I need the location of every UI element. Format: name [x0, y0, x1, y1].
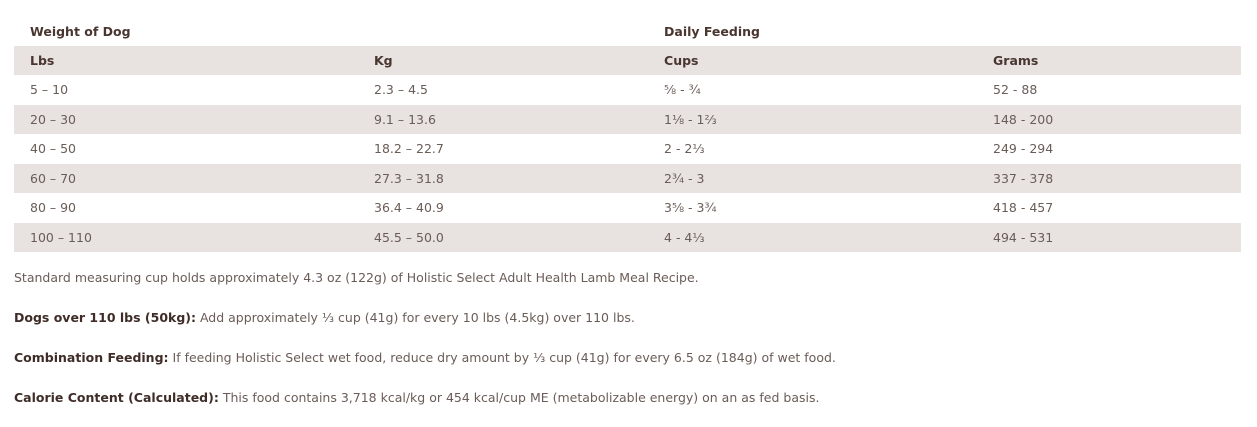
- cell-lbs: 60 – 70: [14, 163, 358, 193]
- cell-grams: 249 - 294: [993, 141, 1054, 157]
- cell-kg: 36.4 – 40.9: [374, 200, 444, 216]
- column-header-grams: Grams: [977, 46, 1242, 75]
- cell-kg: 18.2 – 22.7: [374, 141, 444, 157]
- cell-grams: 418 - 457: [993, 200, 1054, 216]
- group-header-row: Weight of Dog Daily Feeding: [14, 17, 1242, 46]
- standard-cup-note: Standard measuring cup holds approximate…: [14, 270, 699, 285]
- cell-grams: 337 - 378: [977, 163, 1242, 193]
- column-header-cups: Cups: [648, 46, 978, 75]
- table-row: 20 – 30 9.1 – 13.6 1⅛ - 1⅔ 148 - 200: [14, 104, 1242, 134]
- cell-cups: 1⅛ - 1⅔: [648, 104, 978, 134]
- cell-grams: 494 - 531: [977, 222, 1242, 252]
- cell-kg: 27.3 – 31.8: [358, 163, 649, 193]
- calorie-content-label: Calorie Content (Calculated):: [14, 390, 219, 405]
- cell-grams: 148 - 200: [977, 104, 1242, 134]
- combination-feeding-label: Combination Feeding:: [14, 350, 169, 365]
- combination-feeding-text: If feeding Holistic Select wet food, red…: [168, 350, 836, 365]
- cell-lbs: 80 – 90: [30, 200, 77, 216]
- cell-lbs: 20 – 30: [14, 104, 358, 134]
- column-header-row: Lbs Kg Cups Grams: [14, 46, 1242, 75]
- dogs-over-note: Dogs over 110 lbs (50kg): Add approximat…: [14, 307, 1244, 347]
- dogs-over-text: Add approximately ⅓ cup (41g) for every …: [195, 310, 635, 325]
- cell-kg: 45.5 – 50.0: [358, 222, 649, 252]
- column-header-lbs: Lbs: [14, 46, 358, 75]
- cell-kg: 2.3 – 4.5: [374, 82, 428, 98]
- cell-kg: 9.1 – 13.6: [358, 104, 649, 134]
- cell-lbs: 5 – 10: [30, 82, 69, 98]
- calorie-content-text: This food contains 3,718 kcal/kg or 454 …: [218, 390, 820, 405]
- cell-cups: ⅝ - ¾: [664, 82, 701, 98]
- dogs-over-label: Dogs over 110 lbs (50kg):: [14, 310, 196, 325]
- column-header-kg: Kg: [358, 46, 649, 75]
- combination-feeding-note: Combination Feeding: If feeding Holistic…: [14, 347, 1244, 387]
- table-row: 80 – 90 36.4 – 40.9 3⅝ - 3¾ 418 - 457: [14, 193, 1241, 223]
- cell-lbs: 40 – 50: [30, 141, 77, 157]
- cell-cups: 3⅝ - 3¾: [664, 200, 717, 216]
- cell-cups: 2¾ - 3: [648, 163, 978, 193]
- group-header-daily-feeding: Daily Feeding: [648, 17, 1242, 46]
- cell-grams: 52 - 88: [993, 82, 1038, 98]
- group-header-weight-of-dog: Weight of Dog: [14, 17, 649, 46]
- feeding-notes: Standard measuring cup holds approximate…: [14, 267, 1244, 427]
- calorie-content-note: Calorie Content (Calculated): This food …: [14, 387, 1244, 427]
- cell-cups: 4 - 4⅓: [648, 222, 978, 252]
- feeding-table: Weight of Dog Daily Feeding Lbs Kg Cups …: [14, 17, 1242, 252]
- table-row: 5 – 10 2.3 – 4.5 ⅝ - ¾ 52 - 88: [14, 75, 1241, 105]
- table-row: 100 – 110 45.5 – 50.0 4 - 4⅓ 494 - 531: [14, 222, 1242, 252]
- cell-cups: 2 - 2⅓: [664, 141, 705, 157]
- table-row: 40 – 50 18.2 – 22.7 2 - 2⅓ 249 - 294: [14, 134, 1241, 164]
- cell-lbs: 100 – 110: [14, 222, 358, 252]
- table-row: 60 – 70 27.3 – 31.8 2¾ - 3 337 - 378: [14, 163, 1242, 193]
